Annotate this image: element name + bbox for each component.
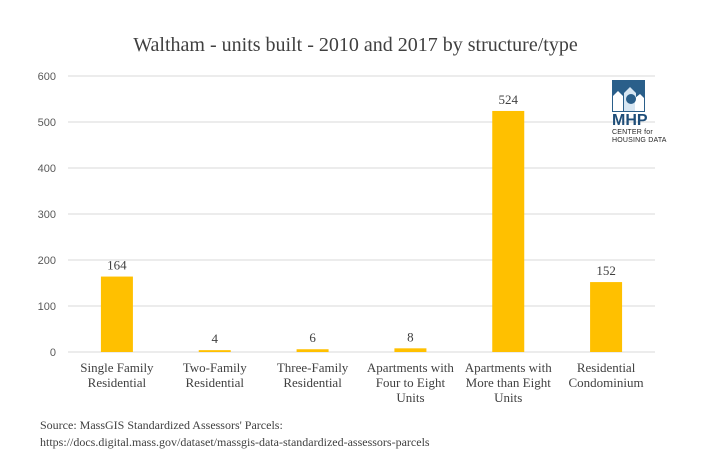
chart-title: Waltham - units built - 2010 and 2017 by… — [133, 34, 578, 56]
source-note: Source: MassGIS Standardized Assessors' … — [40, 417, 430, 451]
y-tick-label: 500 — [38, 117, 56, 129]
bar — [394, 348, 427, 352]
y-tick-label: 200 — [38, 255, 56, 267]
data-label: 6 — [309, 330, 316, 345]
x-tick-label: Two-Family Residential — [183, 360, 248, 390]
x-tick-label: Three-Family Residential — [277, 360, 349, 390]
bar — [198, 350, 231, 352]
mhp-logo: MHP CENTER for HOUSING DATA — [612, 80, 670, 150]
source-line-1: Source: MassGIS Standardized Assessors' … — [40, 418, 283, 432]
y-axis: 0 100 200 300 400 500 600 — [38, 71, 56, 359]
logo-subtitle-2: HOUSING DATA — [612, 137, 667, 144]
source-line-2: https://docs.digital.mass.gov/dataset/ma… — [40, 435, 430, 449]
x-tick-label: Single Family Residential — [80, 360, 154, 390]
x-tick-label: Residential Condominium — [569, 360, 644, 390]
houses-icon — [612, 80, 645, 112]
y-tick-label: 0 — [50, 347, 56, 359]
data-label: 524 — [499, 92, 519, 107]
data-labels: 164 4 6 8 524 152 — [107, 92, 616, 346]
data-label: 8 — [407, 329, 414, 344]
bars — [100, 110, 623, 353]
data-label: 152 — [596, 263, 616, 278]
x-tick-label: Apartments with Four to Eight Units — [367, 360, 455, 405]
bar — [590, 282, 623, 352]
bar — [100, 276, 133, 352]
data-label: 164 — [107, 258, 127, 273]
x-axis: Single Family Residential Two-Family Reside… — [80, 360, 643, 405]
grid-lines — [68, 75, 655, 353]
y-tick-label: 600 — [38, 71, 56, 83]
y-tick-label: 300 — [38, 209, 56, 221]
data-label: 4 — [212, 331, 219, 346]
bar — [492, 110, 525, 353]
y-tick-label: 400 — [38, 163, 56, 175]
bar — [296, 349, 329, 352]
logo-subtitle-1: CENTER for — [612, 129, 653, 136]
x-tick-label: Apartments with More than Eight Units — [465, 360, 553, 405]
y-tick-label: 100 — [38, 301, 56, 313]
logo-name: MHP — [612, 112, 648, 129]
